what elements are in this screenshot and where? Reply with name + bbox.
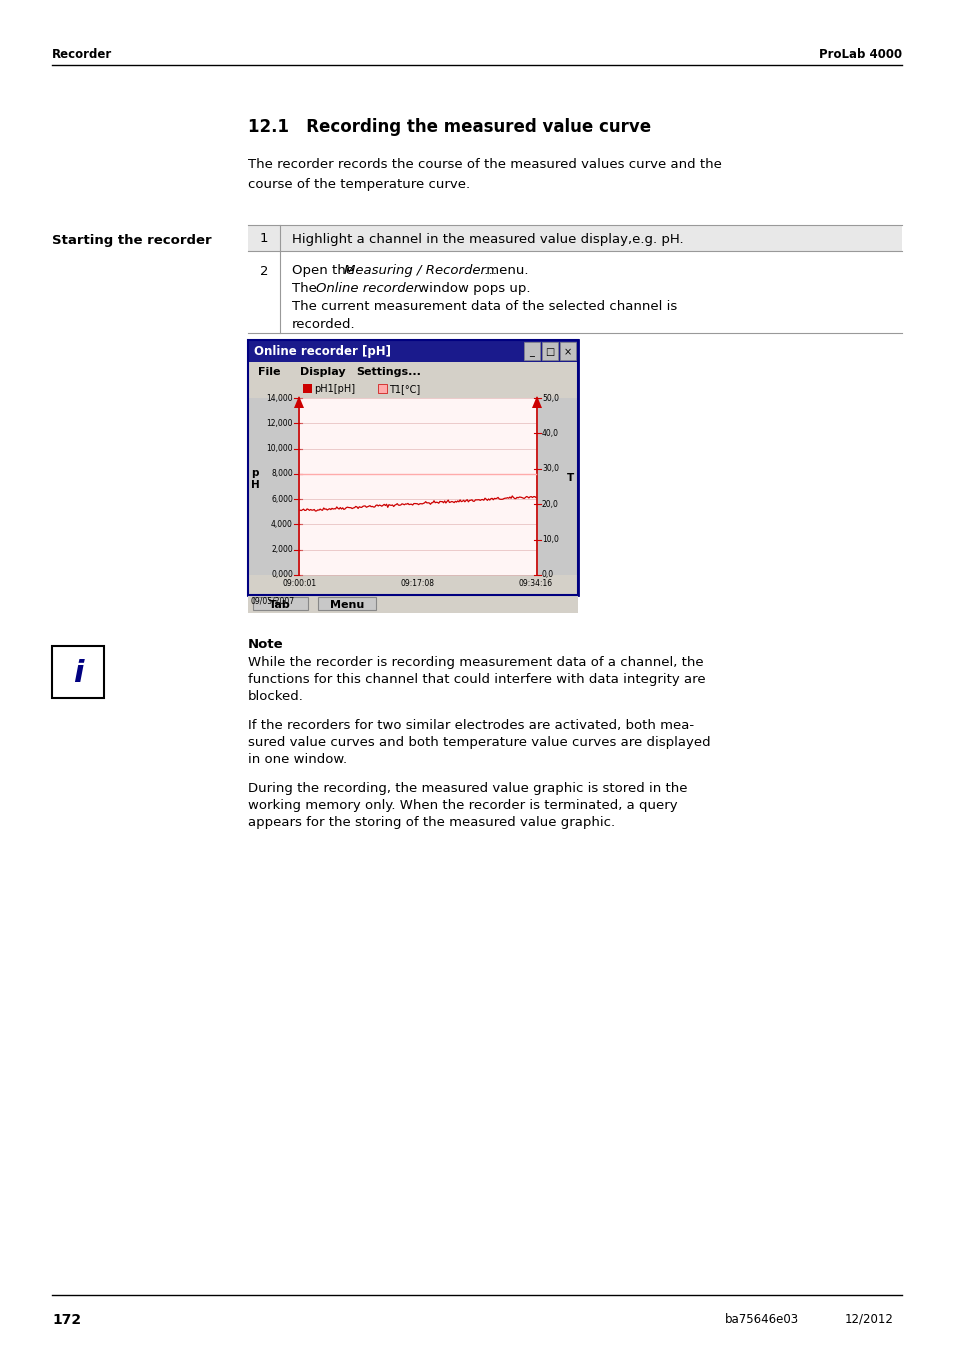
Bar <box>377 384 387 393</box>
Text: 09:00:01: 09:00:01 <box>283 580 316 588</box>
Text: 30,0: 30,0 <box>541 465 558 473</box>
Text: While the recorder is recording measurement data of a channel, the: While the recorder is recording measurem… <box>248 657 703 669</box>
Text: □: □ <box>545 347 554 357</box>
Text: Online recorder: Online recorder <box>315 282 418 295</box>
Text: Display: Display <box>299 367 345 377</box>
Text: 40,0: 40,0 <box>541 428 558 438</box>
Text: 09/05/2007: 09/05/2007 <box>251 597 294 607</box>
Bar <box>248 226 901 251</box>
Text: 12.1   Recording the measured value curve: 12.1 Recording the measured value curve <box>248 118 651 136</box>
Text: Settings...: Settings... <box>355 367 420 377</box>
Bar <box>523 342 539 359</box>
Bar <box>317 597 375 611</box>
Text: 0,0: 0,0 <box>541 570 554 580</box>
Text: 2: 2 <box>259 265 268 278</box>
Polygon shape <box>532 396 541 408</box>
Text: sured value curves and both temperature value curves are displayed: sured value curves and both temperature … <box>248 736 710 748</box>
Text: window pops up.: window pops up. <box>414 282 530 295</box>
Text: 09:17:08: 09:17:08 <box>400 580 435 588</box>
Text: 12/2012: 12/2012 <box>844 1313 893 1325</box>
Text: Starting the recorder: Starting the recorder <box>52 234 212 247</box>
Text: 10,000: 10,000 <box>266 444 293 453</box>
Text: 2,000: 2,000 <box>271 546 293 554</box>
Text: p: p <box>251 467 258 478</box>
Bar <box>248 399 299 576</box>
Text: 8,000: 8,000 <box>271 469 293 478</box>
Text: 14,000: 14,000 <box>266 393 293 403</box>
Text: functions for this channel that could interfere with data integrity are: functions for this channel that could in… <box>248 673 705 686</box>
Text: 09:34:16: 09:34:16 <box>518 580 553 588</box>
Text: Open the: Open the <box>292 263 358 277</box>
Text: 0,000: 0,000 <box>271 570 293 580</box>
Text: 20,0: 20,0 <box>541 500 558 509</box>
Text: pH1[pH]: pH1[pH] <box>314 385 355 394</box>
Text: Tab: Tab <box>269 600 291 611</box>
Text: blocked.: blocked. <box>248 690 304 703</box>
Text: The: The <box>292 282 321 295</box>
Bar <box>248 594 578 613</box>
Text: in one window.: in one window. <box>248 753 347 766</box>
Text: 50,0: 50,0 <box>541 393 558 403</box>
Text: Menu: Menu <box>330 600 364 611</box>
Text: File: File <box>257 367 280 377</box>
Text: H: H <box>251 480 259 489</box>
Text: If the recorders for two similar electrodes are activated, both mea-: If the recorders for two similar electro… <box>248 719 694 732</box>
Bar <box>248 362 578 380</box>
Text: ProLab 4000: ProLab 4000 <box>818 49 901 61</box>
Bar <box>541 342 558 359</box>
Text: Online recorder [pH]: Online recorder [pH] <box>253 346 391 358</box>
Text: 12,000: 12,000 <box>266 419 293 428</box>
Text: T: T <box>566 473 574 482</box>
Bar <box>303 384 312 393</box>
Text: 10,0: 10,0 <box>541 535 558 544</box>
Text: 4,000: 4,000 <box>271 520 293 530</box>
Text: appears for the storing of the measured value graphic.: appears for the storing of the measured … <box>248 816 615 830</box>
Text: 6,000: 6,000 <box>271 494 293 504</box>
Text: During the recording, the measured value graphic is stored in the: During the recording, the measured value… <box>248 782 687 794</box>
Text: ×: × <box>563 347 572 357</box>
Text: working memory only. When the recorder is terminated, a query: working memory only. When the recorder i… <box>248 798 677 812</box>
Bar <box>248 380 578 399</box>
Text: course of the temperature curve.: course of the temperature curve. <box>248 178 470 190</box>
Bar <box>52 646 104 698</box>
Bar <box>248 340 578 594</box>
Bar <box>536 399 578 576</box>
Bar <box>248 340 578 594</box>
Text: Note: Note <box>248 638 283 651</box>
Bar <box>248 340 578 362</box>
Text: recorded.: recorded. <box>292 317 355 331</box>
Text: Recorder: Recorder <box>52 49 112 61</box>
Text: The current measurement data of the selected channel is: The current measurement data of the sele… <box>292 300 677 313</box>
Text: 172: 172 <box>52 1313 81 1327</box>
Text: ba75646e03: ba75646e03 <box>724 1313 799 1325</box>
Text: menu.: menu. <box>481 263 528 277</box>
Bar <box>559 342 576 359</box>
Text: i: i <box>72 658 83 688</box>
Text: The recorder records the course of the measured values curve and the: The recorder records the course of the m… <box>248 158 721 172</box>
Text: Measuring / Recorder...: Measuring / Recorder... <box>344 263 497 277</box>
Bar <box>253 597 308 611</box>
Bar <box>299 399 536 576</box>
Text: T1[°C]: T1[°C] <box>389 385 420 394</box>
Bar <box>248 576 578 594</box>
Text: 1: 1 <box>259 232 268 246</box>
Text: _: _ <box>529 347 534 357</box>
Polygon shape <box>294 396 304 408</box>
Text: Highlight a channel in the measured value display,e.g. pH.: Highlight a channel in the measured valu… <box>292 232 683 246</box>
